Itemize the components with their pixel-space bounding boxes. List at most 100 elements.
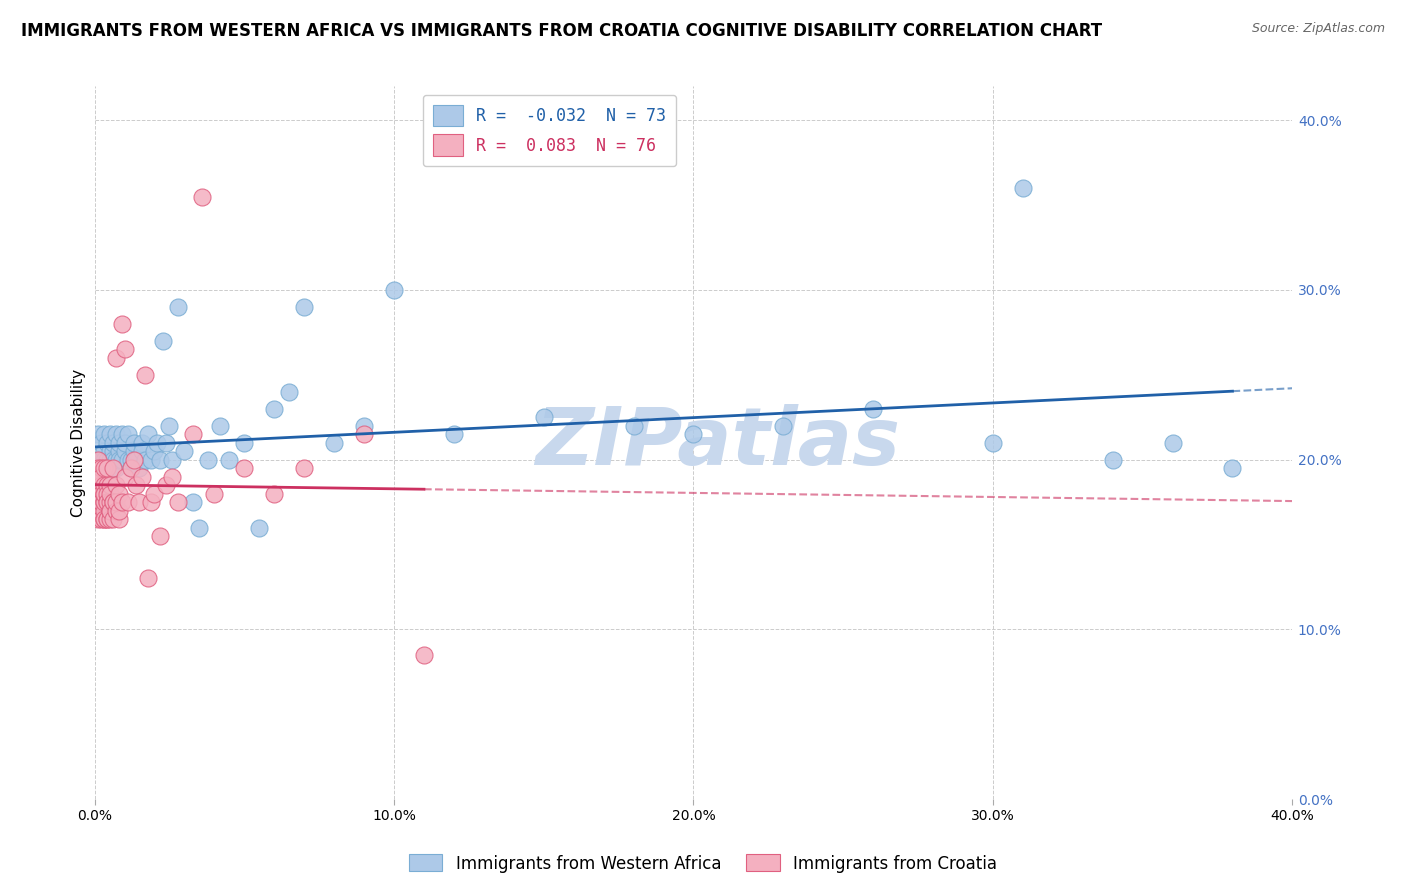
Point — [101, 512, 124, 526]
Point — [623, 418, 645, 433]
Point — [107, 486, 129, 500]
Point — [98, 461, 121, 475]
Point — [413, 648, 436, 662]
Point — [125, 452, 148, 467]
Point — [93, 461, 115, 475]
Point — [86, 478, 108, 492]
Point — [159, 418, 181, 433]
Point — [143, 486, 166, 500]
Point — [114, 435, 136, 450]
Point — [90, 495, 112, 509]
Text: Source: ZipAtlas.com: Source: ZipAtlas.com — [1251, 22, 1385, 36]
Point — [149, 452, 172, 467]
Point — [90, 461, 112, 475]
Point — [93, 495, 115, 509]
Text: ZIPatlas: ZIPatlas — [534, 404, 900, 482]
Point — [233, 435, 256, 450]
Point — [98, 503, 121, 517]
Point — [162, 469, 184, 483]
Point — [247, 520, 270, 534]
Point — [141, 495, 163, 509]
Point — [120, 461, 142, 475]
Point — [86, 503, 108, 517]
Point — [138, 572, 160, 586]
Point — [90, 495, 112, 509]
Point — [128, 495, 150, 509]
Point — [131, 435, 153, 450]
Point — [93, 486, 115, 500]
Point — [131, 469, 153, 483]
Point — [128, 461, 150, 475]
Point — [98, 512, 121, 526]
Point — [155, 435, 177, 450]
Point — [218, 452, 240, 467]
Point — [96, 478, 118, 492]
Point — [120, 461, 142, 475]
Point — [104, 503, 127, 517]
Point — [134, 452, 156, 467]
Point — [162, 452, 184, 467]
Point — [131, 444, 153, 458]
Point — [101, 495, 124, 509]
Point — [86, 427, 108, 442]
Point — [152, 334, 174, 348]
Point — [155, 478, 177, 492]
Point — [125, 478, 148, 492]
Point — [263, 401, 285, 416]
Point — [353, 427, 375, 442]
Point — [90, 435, 112, 450]
Point — [443, 427, 465, 442]
Point — [96, 435, 118, 450]
Point — [93, 444, 115, 458]
Point — [107, 512, 129, 526]
Point — [122, 435, 145, 450]
Point — [86, 452, 108, 467]
Point — [353, 418, 375, 433]
Point — [110, 317, 132, 331]
Point — [104, 461, 127, 475]
Point — [202, 486, 225, 500]
Point — [323, 435, 346, 450]
Point — [141, 452, 163, 467]
Point — [114, 469, 136, 483]
Point — [117, 427, 139, 442]
Point — [98, 444, 121, 458]
Point — [104, 452, 127, 467]
Point — [104, 351, 127, 365]
Point — [96, 512, 118, 526]
Point — [209, 418, 232, 433]
Point — [86, 486, 108, 500]
Point — [101, 495, 124, 509]
Point — [110, 452, 132, 467]
Point — [93, 503, 115, 517]
Point — [772, 418, 794, 433]
Point — [90, 461, 112, 475]
Point — [197, 452, 219, 467]
Point — [114, 444, 136, 458]
Point — [173, 444, 195, 458]
Point — [233, 461, 256, 475]
Point — [862, 401, 884, 416]
Point — [191, 189, 214, 203]
Point — [96, 461, 118, 475]
Point — [101, 444, 124, 458]
Point — [98, 503, 121, 517]
Point — [107, 435, 129, 450]
Point — [110, 495, 132, 509]
Point — [104, 427, 127, 442]
Point — [107, 452, 129, 467]
Legend: Immigrants from Western Africa, Immigrants from Croatia: Immigrants from Western Africa, Immigran… — [402, 847, 1004, 880]
Point — [149, 529, 172, 543]
Text: IMMIGRANTS FROM WESTERN AFRICA VS IMMIGRANTS FROM CROATIA COGNITIVE DISABILITY C: IMMIGRANTS FROM WESTERN AFRICA VS IMMIGR… — [21, 22, 1102, 40]
Y-axis label: Cognitive Disability: Cognitive Disability — [72, 368, 86, 516]
Point — [98, 427, 121, 442]
Point — [98, 495, 121, 509]
Point — [183, 495, 205, 509]
Point — [86, 461, 108, 475]
Point — [107, 444, 129, 458]
Point — [96, 452, 118, 467]
Point — [138, 427, 160, 442]
Point — [86, 512, 108, 526]
Point — [263, 486, 285, 500]
Point — [93, 478, 115, 492]
